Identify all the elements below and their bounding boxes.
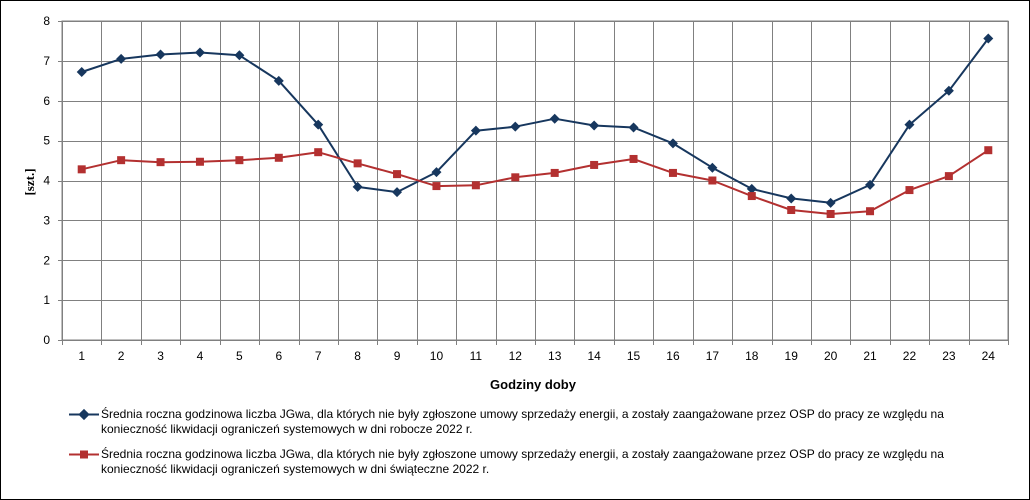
data-point-square [393, 170, 402, 179]
data-point-square [314, 148, 323, 157]
data-point-square [668, 168, 677, 177]
data-point-square [984, 146, 993, 155]
data-point-diamond [746, 183, 757, 194]
data-point-diamond [234, 50, 245, 61]
x-tick-label: 24 [982, 349, 996, 363]
x-tick-label: 22 [903, 349, 917, 363]
legend-entry-1: Średnia roczna godzinowa liczba JGwa, dl… [68, 407, 988, 437]
data-point-square [353, 159, 362, 168]
data-point-square [77, 165, 86, 174]
data-point-square [432, 182, 441, 191]
data-point-square [274, 153, 283, 162]
x-tick-label: 15 [627, 349, 641, 363]
x-tick-label: 21 [863, 349, 877, 363]
data-point-square [235, 156, 244, 165]
data-point-diamond [194, 47, 205, 58]
data-point-diamond [313, 119, 324, 130]
x-tick-label: 9 [394, 349, 401, 363]
grid [61, 20, 1009, 345]
x-tick-label: 14 [587, 349, 601, 363]
data-point-diamond [589, 120, 600, 131]
data-point-square [471, 181, 480, 190]
data-point-square [156, 158, 165, 167]
data-point-diamond [155, 49, 166, 60]
y-tick-label: 1 [43, 293, 50, 307]
series-layer [76, 33, 994, 218]
x-tick-label: 12 [509, 349, 523, 363]
legend-marker-diamond [69, 408, 99, 421]
y-axis-label: [szt.] [22, 168, 37, 195]
x-tick-label: 4 [197, 349, 204, 363]
data-point-diamond [116, 53, 127, 64]
x-tick-label: 2 [118, 349, 125, 363]
data-point-square [708, 176, 717, 185]
x-tick-label: 16 [666, 349, 680, 363]
x-axis-ticks: 1 2 3 4 5 6 7 8 9 10 11 12 13 14 15 16 17 18 19 20 21 22 23 24 [78, 349, 995, 363]
data-point-diamond [470, 125, 481, 136]
x-tick-label: 6 [275, 349, 282, 363]
data-point-diamond [707, 162, 718, 173]
y-tick-label: 4 [43, 174, 50, 188]
data-point-square [905, 186, 914, 195]
data-point-square [117, 156, 126, 165]
data-point-diamond [628, 122, 639, 133]
data-point-square [629, 154, 638, 163]
y-tick-label: 3 [43, 213, 50, 227]
data-point-square [866, 207, 875, 216]
y-tick-label: 6 [43, 94, 50, 108]
x-tick-label: 8 [354, 349, 361, 363]
data-point-square [747, 192, 756, 201]
x-tick-label: 5 [236, 349, 243, 363]
data-point-diamond [983, 33, 994, 44]
legend-entry-2: Średnia roczna godzinowa liczba JGwa, dl… [68, 447, 988, 477]
x-tick-label: 13 [548, 349, 562, 363]
series-line-2 [81, 149, 989, 215]
data-point-square [826, 209, 835, 218]
y-tick-label: 5 [43, 134, 50, 148]
x-tick-label: 1 [78, 349, 85, 363]
data-point-diamond [667, 138, 678, 149]
data-point-diamond [392, 187, 403, 198]
x-axis-label: Godziny doby [490, 377, 577, 392]
data-point-diamond [510, 121, 521, 132]
data-point-diamond [865, 179, 876, 190]
y-tick-label: 8 [43, 14, 50, 28]
data-point-square [550, 168, 559, 177]
x-tick-label: 10 [430, 349, 444, 363]
x-tick-label: 23 [942, 349, 956, 363]
series-1 [76, 33, 994, 208]
data-point-diamond [549, 113, 560, 124]
data-point-diamond [76, 67, 87, 78]
legend-marker-square [69, 450, 99, 459]
data-point-square [511, 173, 520, 182]
data-point-square [787, 206, 796, 215]
data-point-diamond [273, 75, 284, 86]
y-tick-label: 2 [43, 253, 50, 267]
series-line-1 [81, 37, 990, 204]
data-point-diamond [431, 167, 442, 178]
x-tick-label: 19 [785, 349, 799, 363]
data-point-square [944, 172, 953, 181]
y-tick-label: 7 [43, 54, 50, 68]
series-2 [77, 146, 993, 218]
legend-label-2: Średnia roczna godzinowa liczba JGwa, dl… [101, 447, 944, 476]
data-point-diamond [786, 193, 797, 204]
data-point-diamond [904, 119, 915, 130]
x-tick-label: 7 [315, 349, 322, 363]
data-point-square [590, 160, 599, 169]
x-tick-label: 20 [824, 349, 838, 363]
x-tick-label: 11 [470, 349, 483, 363]
data-point-diamond [825, 197, 836, 208]
legend-label-1: Średnia roczna godzinowa liczba JGwa, dl… [101, 407, 944, 436]
x-tick-label: 3 [157, 349, 164, 363]
y-tick-label: 0 [43, 333, 50, 347]
x-tick-label: 18 [745, 349, 759, 363]
x-tick-label: 17 [706, 349, 720, 363]
data-point-square [195, 157, 204, 166]
y-axis-ticks: 0 1 2 3 4 5 6 7 8 [43, 14, 62, 347]
data-point-diamond [943, 85, 954, 96]
data-point-diamond [352, 181, 363, 192]
